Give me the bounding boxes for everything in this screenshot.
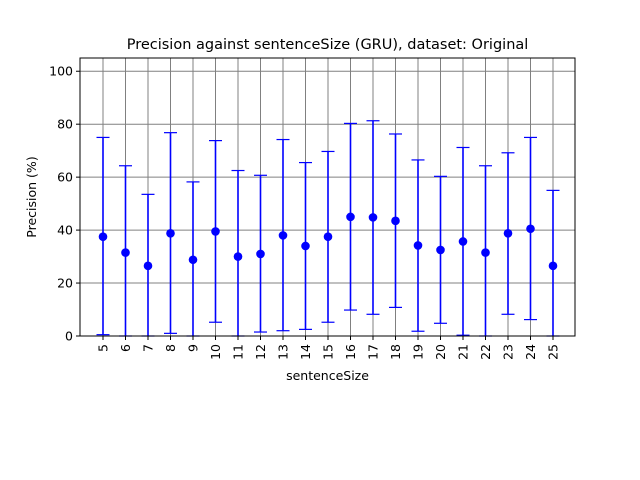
mean-point [503,228,513,238]
mean-point [233,252,243,261]
x-tick-label: 12 [253,344,268,360]
errorbar-layer [96,120,560,337]
y-tick-label: 0 [65,329,73,344]
x-tick-label: 9 [186,344,201,352]
mean-point [188,255,198,265]
x-axis-label: sentenceSize [286,368,369,383]
mean-point [121,248,130,257]
mean-point [481,248,490,257]
mean-point [323,232,333,242]
mean-point [98,232,108,242]
y-axis-label: Precision (%) [24,156,39,237]
y-tick-label: 40 [57,223,73,238]
x-tick-label: 11 [231,344,246,360]
x-tick-label: 20 [433,344,448,360]
mean-point [256,249,265,259]
x-tick-label: 10 [208,344,223,360]
x-tick-label: 16 [343,344,358,360]
y-tick-label: 100 [49,64,73,79]
x-tick-label: 6 [118,344,133,352]
x-tick-label: 18 [388,344,403,360]
mean-point [278,231,288,240]
mean-point [346,212,355,222]
x-tick-label: 25 [546,344,561,360]
mean-point [391,216,400,226]
mean-point [166,228,175,238]
mean-point [211,227,220,236]
x-tick-label: 23 [501,344,516,360]
x-tick-label: 15 [321,344,336,360]
y-axis-ticks: 0 20 40 60 80 100 [49,64,80,344]
mean-point [413,241,423,250]
mean-point [143,261,153,271]
mean-point [436,245,445,255]
x-tick-label: 5 [96,344,111,352]
x-tick-label: 17 [366,344,381,360]
mean-point [526,224,535,234]
mean-point [368,213,378,222]
x-axis-ticks: 5 6 7 8 9 10 11 12 13 14 15 16 17 18 19 20 21 22 23 24 25 [96,336,561,360]
y-tick-label: 20 [57,276,73,291]
x-tick-label: 21 [456,344,471,360]
mean-point [458,237,468,246]
y-tick-label: 80 [57,117,73,132]
point-layer [98,212,558,271]
x-tick-label: 8 [163,344,178,352]
x-tick-label: 14 [298,344,313,360]
x-tick-label: 19 [411,344,426,360]
x-tick-label: 7 [141,344,156,352]
x-tick-label: 22 [478,344,493,360]
x-tick-label: 24 [523,344,538,360]
mean-point [301,241,310,251]
chart-title: Precision against sentenceSize (GRU), da… [127,37,529,53]
x-tick-label: 13 [276,344,291,360]
mean-point [548,261,558,271]
y-tick-label: 60 [57,170,73,185]
